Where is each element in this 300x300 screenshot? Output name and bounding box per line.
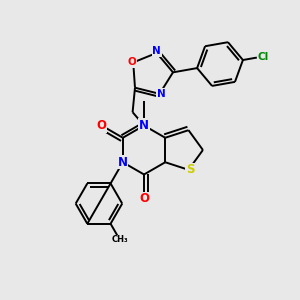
Text: N: N [152,46,161,56]
Text: N: N [157,89,165,99]
Text: O: O [139,193,149,206]
Text: S: S [186,163,194,176]
Text: N: N [118,156,128,169]
Text: O: O [97,119,106,132]
Text: N: N [139,119,149,132]
Text: CH₃: CH₃ [111,235,128,244]
Text: Cl: Cl [257,52,269,62]
Text: O: O [128,57,136,68]
